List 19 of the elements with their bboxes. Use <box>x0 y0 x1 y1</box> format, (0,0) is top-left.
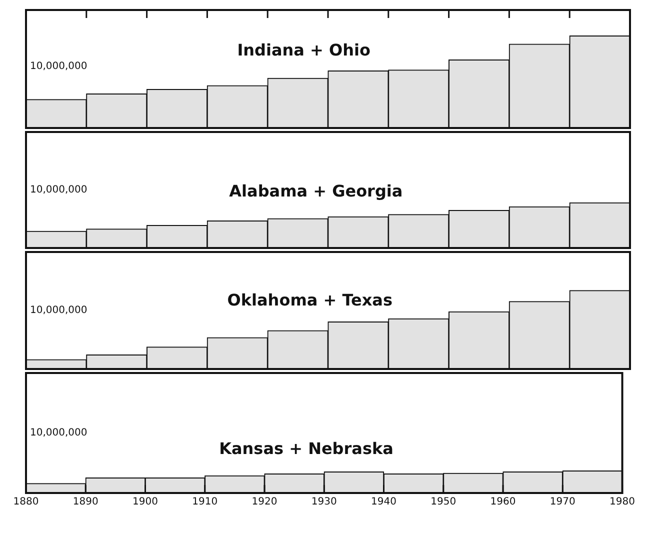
annotation: 10,000,000 <box>30 305 88 316</box>
x-tick-label: 1900 <box>132 496 158 508</box>
x-tick-label: 1970 <box>550 496 576 508</box>
x-tick-label: 1920 <box>252 496 278 508</box>
x-tick-label: 1910 <box>192 496 218 508</box>
x-tick-label: 1890 <box>72 496 98 508</box>
chart-title: Indiana + Ohio <box>237 40 370 60</box>
x-tick-label: 1880 <box>13 496 39 508</box>
chart-title: Alabama + Georgia <box>229 181 403 200</box>
x-tick-label: 1930 <box>311 496 337 508</box>
text: 10,000,000 <box>30 428 88 439</box>
x-tick-label: 1950 <box>430 496 456 508</box>
x-tick-label: 1960 <box>490 496 516 508</box>
annotation: 10,000,000 <box>30 61 88 72</box>
text: 10,000,000 <box>30 184 88 196</box>
x-tick-label: 1980 <box>610 496 635 508</box>
x-tick-label: 1940 <box>371 496 396 508</box>
chart-title: Kansas + Nebraska <box>219 438 394 458</box>
chart-title: Oklahoma + Texas <box>227 290 392 310</box>
